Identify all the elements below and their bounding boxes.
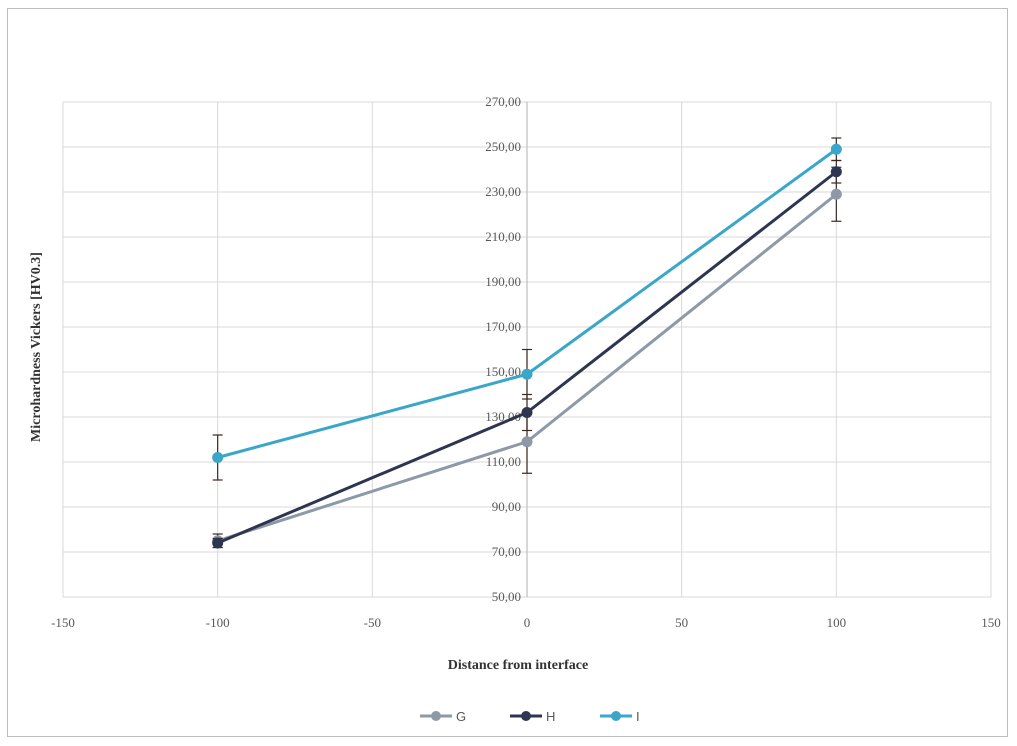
x-tick-label: 100 — [827, 615, 847, 630]
legend-swatch-marker — [431, 711, 441, 721]
x-tick-label: -100 — [206, 615, 230, 630]
y-tick-label: 50,00 — [492, 589, 521, 604]
legend-item-I: I — [600, 709, 640, 724]
y-tick-label: 190,00 — [485, 274, 521, 289]
data-point — [212, 452, 224, 463]
data-point — [830, 166, 842, 178]
x-tick-label: -150 — [51, 615, 75, 630]
x-tick-labels: -150 -100 -50 0 50 100 150 — [51, 615, 1001, 630]
y-tick-label: 90,00 — [492, 499, 521, 514]
x-tick-label: 0 — [524, 615, 531, 630]
y-tick-label: 150,00 — [485, 364, 521, 379]
data-point — [830, 143, 842, 155]
data-point — [212, 537, 224, 549]
y-tick-label: 70,00 — [492, 544, 521, 559]
y-tick-labels: 50,0070,0090,00110,00130,00150,00170,001… — [485, 94, 521, 604]
y-tick-label: 170,00 — [485, 319, 521, 334]
x-axis-title: Distance from interface — [448, 658, 588, 673]
legend-label: I — [636, 709, 640, 724]
y-tick-label: 110,00 — [486, 454, 521, 469]
y-tick-label: 270,00 — [485, 94, 521, 109]
series-group — [212, 137, 842, 549]
legend-item-G: G — [420, 709, 466, 724]
y-tick-label: 250,00 — [485, 139, 521, 154]
data-point — [830, 188, 842, 200]
y-tick-label: 230,00 — [485, 184, 521, 199]
x-tick-label: 50 — [675, 615, 688, 630]
x-tick-label: -50 — [364, 615, 381, 630]
legend-label: G — [456, 709, 466, 724]
x-tick-label: 150 — [981, 615, 1001, 630]
legend-swatch-marker — [611, 711, 621, 721]
series-H — [212, 159, 842, 549]
y-axis-title: Microhardness Vickers [HV0.3] — [29, 252, 44, 442]
series-I — [212, 137, 842, 481]
data-point — [521, 407, 533, 418]
data-point — [521, 436, 533, 448]
y-tick-label: 210,00 — [485, 229, 521, 244]
legend: G H I — [420, 709, 640, 724]
legend-label: H — [546, 709, 555, 724]
legend-item-H: H — [510, 709, 555, 724]
legend-swatch-marker — [521, 711, 531, 721]
data-point — [521, 368, 533, 380]
